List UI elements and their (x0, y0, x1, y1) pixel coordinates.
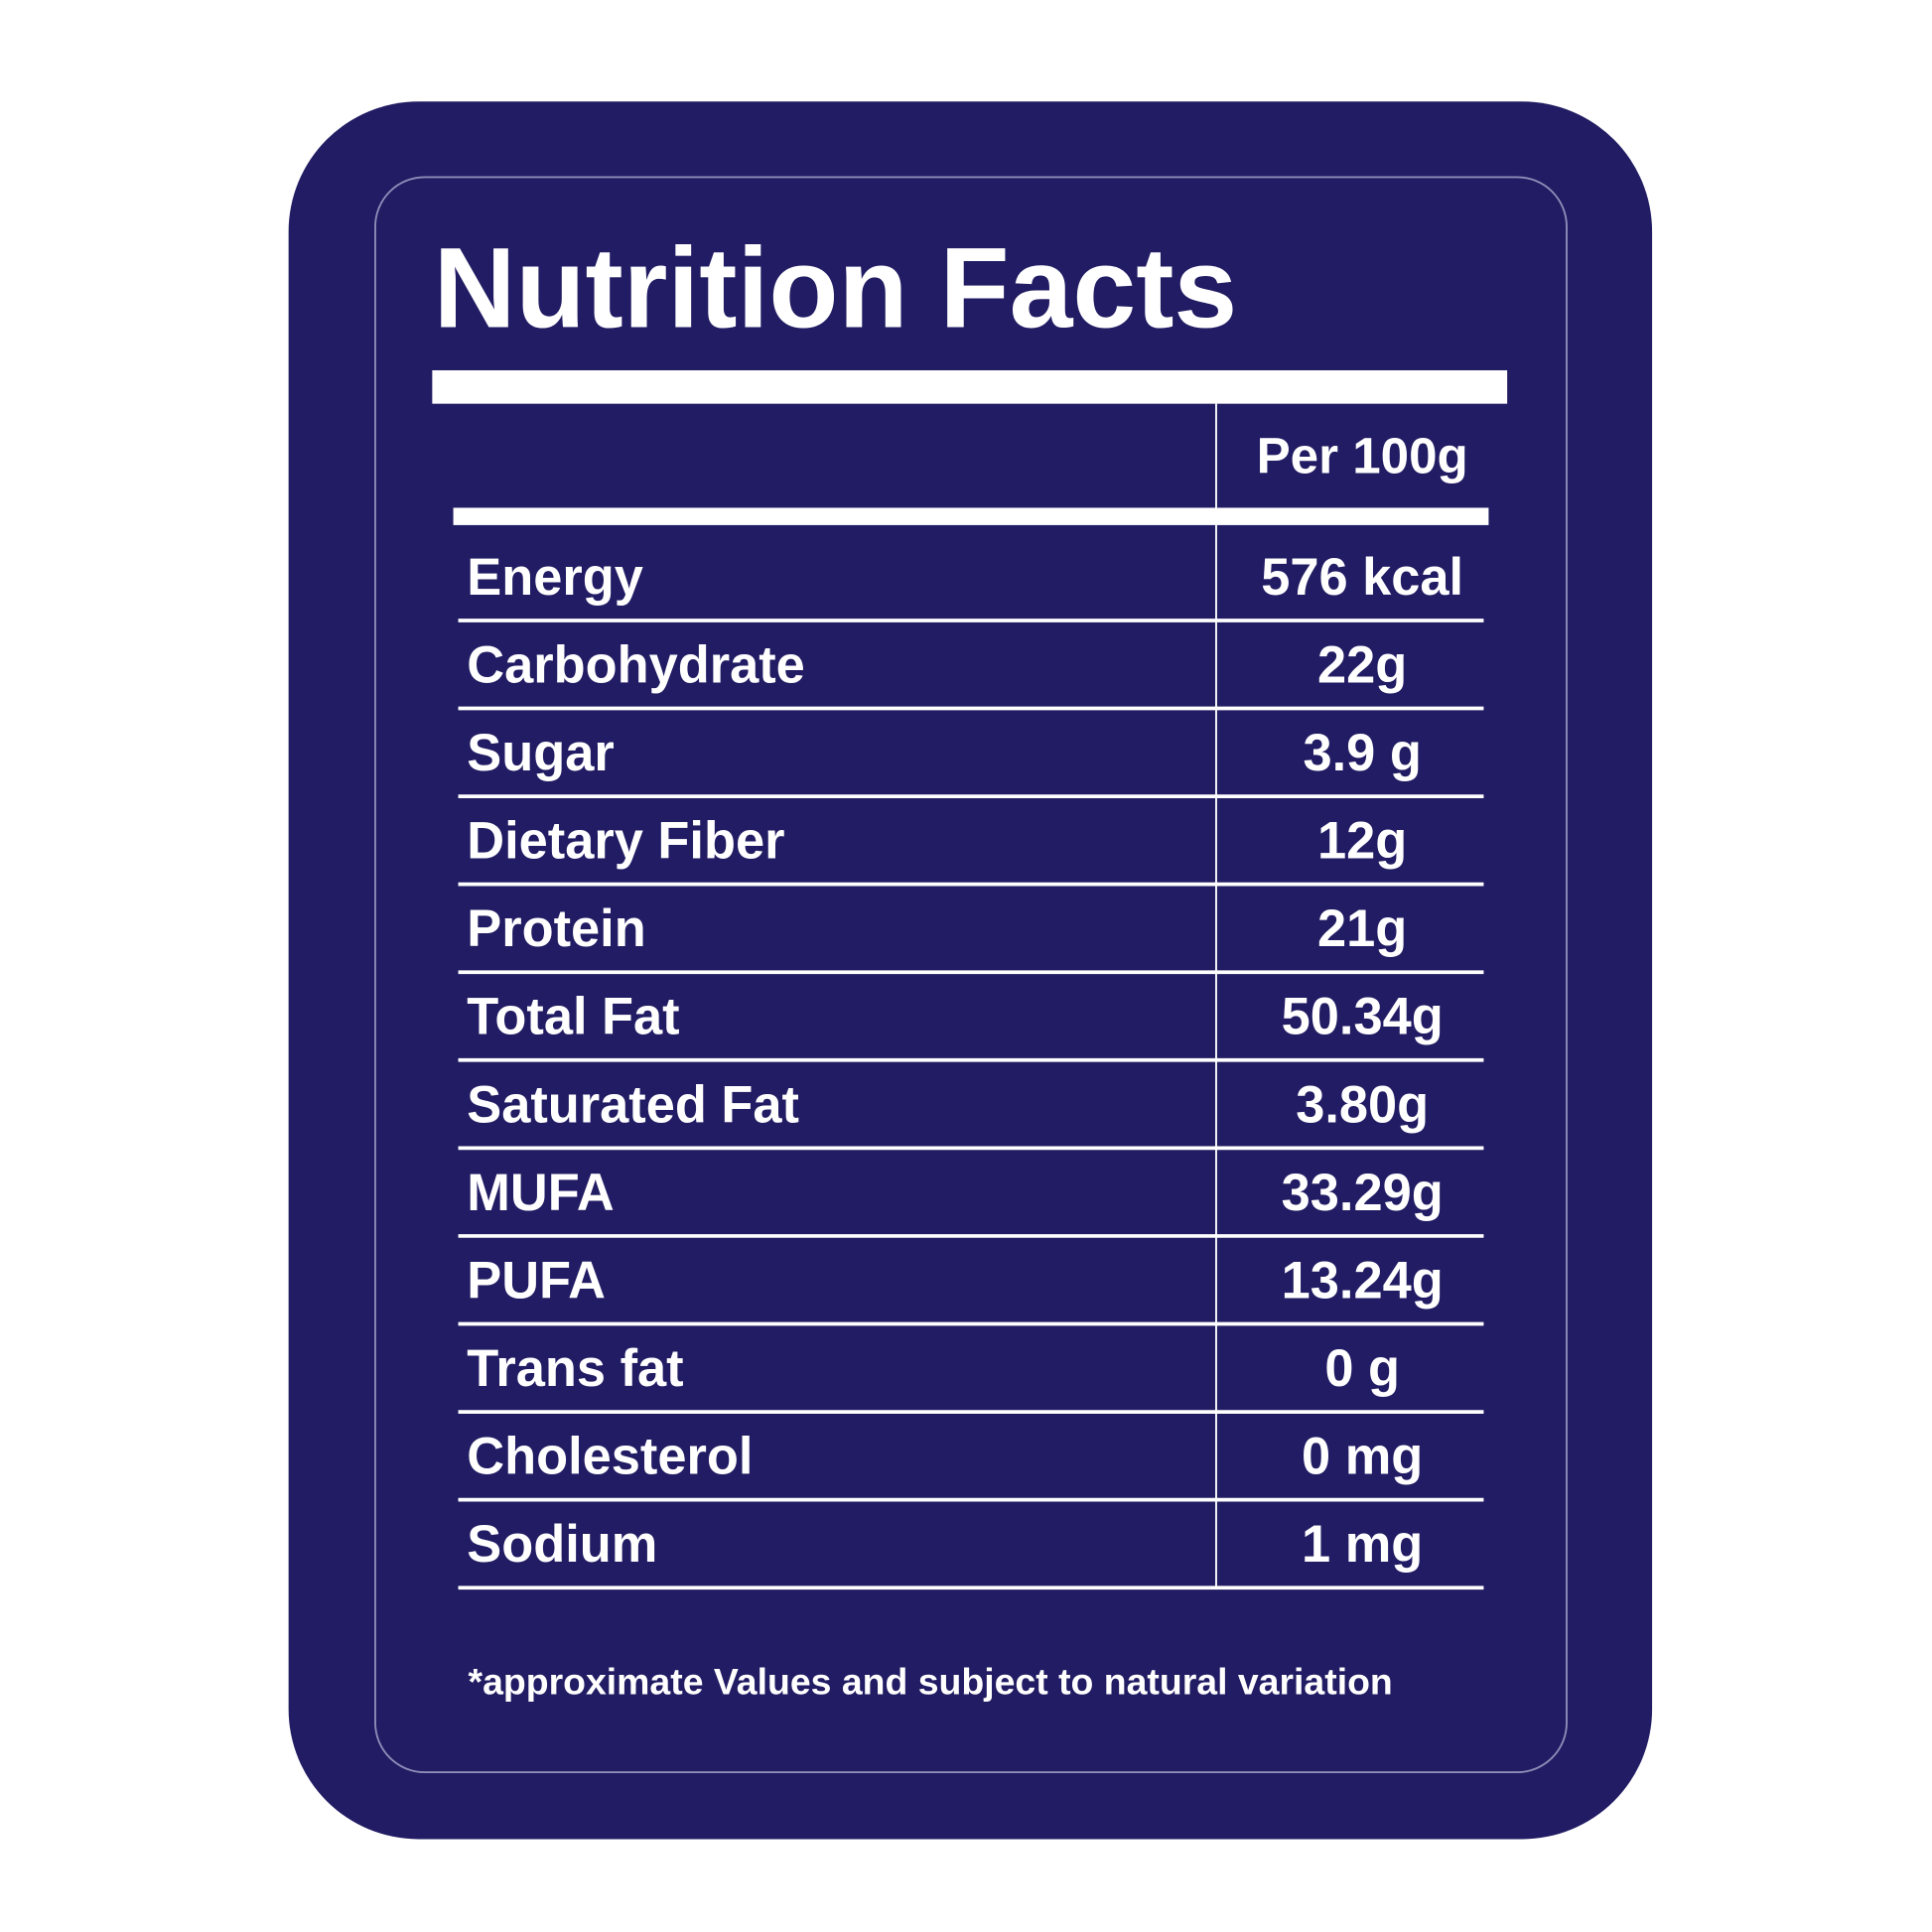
title: Nutrition Facts (434, 225, 1238, 352)
nutrient-name: Saturated Fat (467, 1076, 799, 1134)
title-rule (432, 369, 1508, 404)
nutrient-name: Carbohydrate (467, 636, 805, 694)
nutrient-name: Sodium (467, 1516, 657, 1574)
inner-border (374, 176, 1568, 1774)
nutrient-amount: 3.80g (1296, 1076, 1429, 1134)
nutrient-amount: 22g (1317, 636, 1407, 694)
nutrient-amount: 33.29g (1282, 1165, 1444, 1222)
nutrient-amount: 0 mg (1302, 1429, 1423, 1486)
nutrient-amount: 21g (1317, 900, 1407, 958)
nutrient-amount: 50.34g (1282, 989, 1444, 1046)
nutrient-amount: 576 kcal (1261, 549, 1463, 607)
nutrient-name: Total Fat (467, 989, 679, 1046)
table-body: Energy 576 kcal Carbohydrate 22g Sugar 3.9 g D… (458, 549, 1484, 1590)
nutrient-name: Protein (467, 900, 645, 958)
nutrient-name: Cholesterol (467, 1429, 753, 1486)
nutrient-name: Sugar (467, 725, 614, 782)
nutrient-name: Energy (467, 549, 643, 607)
nutrient-amount: 1 mg (1302, 1516, 1423, 1574)
column-header: Per 100g (1257, 427, 1468, 483)
nutrient-amount: 12g (1317, 813, 1407, 871)
nutrient-name: MUFA (467, 1165, 614, 1222)
nutrient-name: PUFA (467, 1252, 606, 1310)
nutrient-name: Dietary Fiber (467, 813, 784, 871)
nutrient-name: Trans fat (467, 1340, 683, 1398)
nutrient-amount: 13.24g (1282, 1252, 1444, 1310)
footnote: *approximate Values and subject to natur… (469, 1660, 1393, 1702)
nutrient-amount: 0 g (1324, 1340, 1400, 1398)
nutrient-amount: 3.9 g (1303, 725, 1421, 782)
label-background (288, 101, 1653, 1840)
header-rule (453, 507, 1489, 525)
